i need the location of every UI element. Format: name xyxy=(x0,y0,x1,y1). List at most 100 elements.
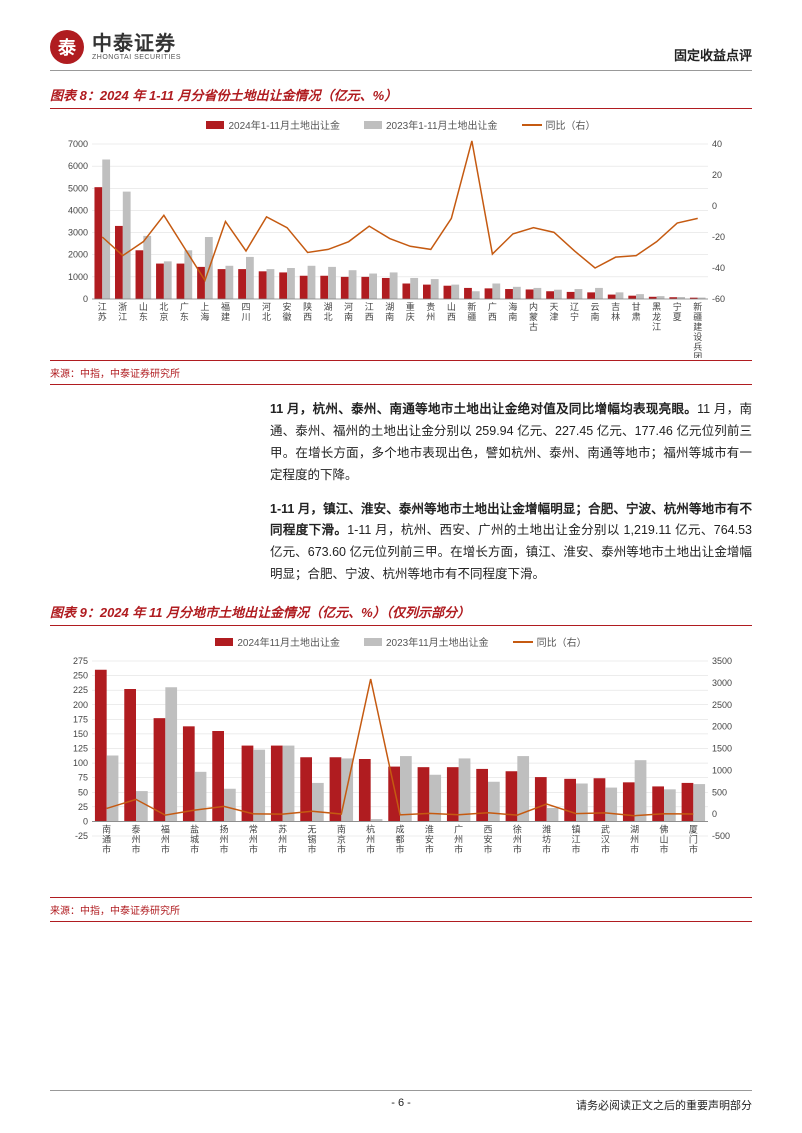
chart8-legend: 2024年1-11月土地出让金 2023年1-11月土地出让金 同比（右） xyxy=(50,115,752,138)
svg-text:100: 100 xyxy=(73,758,88,768)
svg-text:内: 内 xyxy=(529,301,538,312)
svg-text:市: 市 xyxy=(659,843,668,854)
svg-text:城: 城 xyxy=(190,834,199,844)
svg-text:都: 都 xyxy=(395,834,404,844)
svg-text:贵: 贵 xyxy=(426,301,435,312)
svg-text:-500: -500 xyxy=(712,831,730,841)
svg-text:设: 设 xyxy=(693,332,702,342)
svg-text:市: 市 xyxy=(395,843,404,854)
doc-type: 固定收益点评 xyxy=(674,45,752,64)
svg-text:20: 20 xyxy=(712,170,722,180)
svg-text:山: 山 xyxy=(659,834,668,844)
chart8-legend-2: 2023年1-11月土地出让金 xyxy=(386,117,498,132)
svg-text:扬: 扬 xyxy=(219,823,228,834)
svg-text:州: 州 xyxy=(219,834,228,844)
svg-text:宁: 宁 xyxy=(673,301,682,312)
svg-text:辽: 辽 xyxy=(570,302,579,312)
svg-text:3000: 3000 xyxy=(712,678,732,688)
chart8-title: 图表 8：2024 年 1-11 月分省份土地出让金情况（亿元、%） xyxy=(50,81,752,109)
svg-text:广: 广 xyxy=(488,301,497,312)
chart8: 2024年1-11月土地出让金 2023年1-11月土地出让金 同比（右） 0 1… xyxy=(50,115,752,358)
svg-text:广: 广 xyxy=(454,823,463,834)
svg-text:5000: 5000 xyxy=(68,183,88,193)
svg-text:甘: 甘 xyxy=(632,301,641,312)
svg-text:市: 市 xyxy=(307,843,316,854)
p1-bold: 11 月，杭州、泰州、南通等地市土地出让金绝对值及同比增幅均表现亮眼。 xyxy=(270,402,697,416)
svg-text:湖: 湖 xyxy=(324,302,333,312)
svg-text:7000: 7000 xyxy=(68,139,88,149)
svg-text:75: 75 xyxy=(78,773,88,783)
svg-text:东: 东 xyxy=(139,311,148,322)
chart9-svg: -250255075100125150175200225250275-50005… xyxy=(50,655,750,895)
svg-text:市: 市 xyxy=(483,843,492,854)
svg-text:0: 0 xyxy=(712,809,717,819)
svg-text:南: 南 xyxy=(102,823,111,834)
svg-text:北: 北 xyxy=(159,302,168,312)
svg-text:2000: 2000 xyxy=(712,722,732,732)
svg-text:州: 州 xyxy=(513,834,522,844)
svg-text:275: 275 xyxy=(73,656,88,666)
svg-text:南: 南 xyxy=(385,311,394,322)
svg-text:蒙: 蒙 xyxy=(529,311,538,322)
svg-text:南: 南 xyxy=(508,311,517,322)
svg-text:淮: 淮 xyxy=(425,824,434,834)
svg-text:州: 州 xyxy=(131,834,140,844)
svg-text:河: 河 xyxy=(344,301,353,312)
svg-text:市: 市 xyxy=(161,843,170,854)
svg-text:新: 新 xyxy=(693,301,702,312)
footer: - 6 - 请务必阅读正文之后的重要声明部分 xyxy=(50,1090,752,1113)
svg-text:成: 成 xyxy=(395,823,404,834)
svg-text:夏: 夏 xyxy=(673,312,682,322)
svg-text:广: 广 xyxy=(180,301,189,312)
svg-text:西: 西 xyxy=(303,312,312,322)
body-text: 11 月，杭州、泰州、南通等地市土地出让金绝对值及同比增幅均表现亮眼。11 月，… xyxy=(270,399,752,586)
svg-text:京: 京 xyxy=(159,311,168,322)
svg-text:6000: 6000 xyxy=(68,161,88,171)
svg-text:125: 125 xyxy=(73,744,88,754)
chart9-title: 图表 9：2024 年 11 月分地市土地出让金情况（亿元、%）（仅列示部分） xyxy=(50,598,752,626)
svg-text:福: 福 xyxy=(221,301,230,312)
disclaimer: 请务必阅读正文之后的重要声明部分 xyxy=(576,1097,752,1113)
svg-text:-25: -25 xyxy=(75,831,88,841)
svg-text:锡: 锡 xyxy=(307,834,316,844)
svg-text:建: 建 xyxy=(221,311,230,322)
svg-text:500: 500 xyxy=(712,787,727,797)
svg-text:苏: 苏 xyxy=(98,311,107,322)
svg-text:市: 市 xyxy=(425,843,434,854)
svg-text:市: 市 xyxy=(542,843,551,854)
svg-text:市: 市 xyxy=(366,843,375,854)
svg-text:门: 门 xyxy=(689,833,698,844)
chart9: 2024年11月土地出让金 2023年11月土地出让金 同比（右） -25025… xyxy=(50,632,752,895)
svg-text:四: 四 xyxy=(241,302,250,312)
svg-text:市: 市 xyxy=(337,843,346,854)
svg-text:古: 古 xyxy=(529,321,538,332)
svg-text:市: 市 xyxy=(689,843,698,854)
svg-text:2500: 2500 xyxy=(712,700,732,710)
svg-text:市: 市 xyxy=(131,843,140,854)
svg-text:市: 市 xyxy=(219,843,228,854)
logo: 泰 中泰证券 ZHONGTAI SECURITIES xyxy=(50,30,181,64)
logo-text-cn: 中泰证券 xyxy=(92,34,181,54)
svg-text:常: 常 xyxy=(249,823,258,834)
svg-text:黑: 黑 xyxy=(652,302,661,312)
svg-text:东: 东 xyxy=(180,311,189,322)
svg-text:1000: 1000 xyxy=(712,765,732,775)
svg-text:汉: 汉 xyxy=(601,834,610,844)
logo-icon: 泰 xyxy=(50,30,84,64)
svg-text:市: 市 xyxy=(278,843,287,854)
svg-text:1000: 1000 xyxy=(68,272,88,282)
svg-text:建: 建 xyxy=(693,321,702,332)
svg-text:西: 西 xyxy=(447,312,456,322)
svg-text:安: 安 xyxy=(483,833,492,844)
svg-text:南: 南 xyxy=(337,823,346,834)
svg-text:山: 山 xyxy=(447,302,456,312)
svg-text:云: 云 xyxy=(591,302,600,312)
svg-text:佛: 佛 xyxy=(659,823,668,834)
svg-text:0: 0 xyxy=(712,201,717,211)
svg-text:2000: 2000 xyxy=(68,250,88,260)
svg-text:津: 津 xyxy=(549,312,558,322)
svg-text:通: 通 xyxy=(102,834,111,844)
svg-text:市: 市 xyxy=(630,843,639,854)
svg-text:天: 天 xyxy=(549,302,558,312)
svg-text:-40: -40 xyxy=(712,263,725,273)
